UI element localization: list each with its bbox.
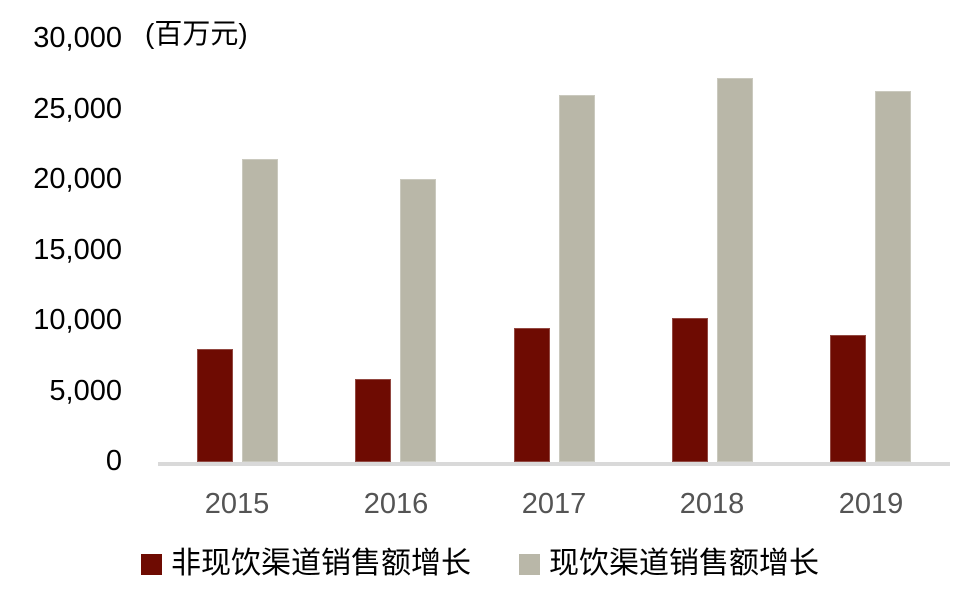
x-tick-label: 2016 [363,488,429,520]
bar-series-2-2018 [717,78,753,462]
bar-series-1-2018 [672,318,708,462]
y-tick-label: 10,000 [33,304,122,336]
y-tick-label: 20,000 [33,163,122,195]
unit-label: (百万元) [145,18,248,49]
bar-series-2-2017 [559,95,595,462]
y-tick-label: 25,000 [33,93,122,125]
x-tick-label: 2017 [521,488,587,520]
y-tick-label: 0 [105,445,122,477]
legend-item: 现饮渠道销售额增长 [519,546,819,582]
x-axis-line [158,462,950,466]
x-tick-label: 2015 [204,488,270,520]
legend-label: 非现饮渠道销售额增长 [171,547,471,580]
legend-marker-icon [519,553,540,575]
bar-series-1-2016 [355,379,391,462]
legend: 非现饮渠道销售额增长 现饮渠道销售额增长 [0,546,960,582]
bar-series-2-2015 [242,159,278,462]
bar-series-1-2017 [514,328,550,462]
y-tick-label: 5,000 [49,375,122,407]
bar-series-1-2015 [197,349,233,462]
bar-series-1-2019 [830,335,866,462]
y-tick-label: 30,000 [33,22,122,54]
x-tick-label: 2018 [679,488,745,520]
bar-series-2-2019 [875,91,911,462]
y-tick-label: 15,000 [33,234,122,266]
legend-item: 非现饮渠道销售额增长 [141,546,471,582]
x-tick-label: 2019 [838,488,904,520]
bar-series-2-2016 [400,179,436,462]
legend-marker-icon [141,553,162,575]
legend-label: 现饮渠道销售额增长 [549,547,819,580]
